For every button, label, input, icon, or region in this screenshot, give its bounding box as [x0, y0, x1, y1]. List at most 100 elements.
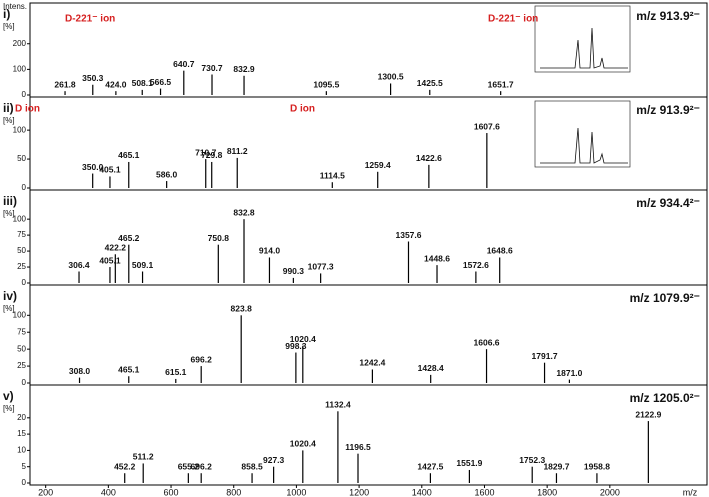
peak-label: 508.1	[132, 78, 154, 88]
x-tick-label: 2000	[600, 487, 620, 497]
peak-label: 823.8	[231, 304, 253, 314]
peak-label: 422.2	[105, 243, 127, 253]
panel-frame	[29, 384, 708, 486]
y-tick-label: 0	[22, 478, 27, 487]
peak-label: 261.8	[54, 79, 76, 89]
peak-label: 710.7	[195, 147, 217, 157]
y-tick-label: 100	[13, 64, 27, 73]
peak-label: 1572.6	[463, 260, 489, 270]
y-tick-label: 25	[17, 262, 26, 271]
y-tick-label: 10	[17, 446, 26, 455]
x-tick-label: 1800	[537, 487, 557, 497]
panel-title: m/z 913.9²⁻	[636, 103, 700, 117]
peak-label: 465.1	[118, 364, 140, 374]
peak-label: 696.2	[191, 461, 213, 471]
peak-label: 1242.4	[359, 358, 385, 368]
annotation: D ion	[290, 104, 315, 115]
y-tick-label: 50	[17, 154, 26, 163]
peak-label: 615.1	[165, 367, 187, 377]
peak-label: 465.1	[118, 150, 140, 160]
peak-label: 750.8	[208, 233, 230, 243]
peak-label: 1427.5	[417, 461, 443, 471]
peak-label: 452.2	[114, 461, 136, 471]
x-tick-label: 1000	[286, 487, 306, 497]
peak-label: 1448.6	[424, 253, 450, 263]
y-tick-label: 0	[22, 90, 27, 99]
panel-label: iii)	[3, 194, 17, 208]
annotation: D ion	[15, 104, 40, 115]
peak-label: 1791.7	[532, 351, 558, 361]
y-tick-label: 50	[17, 344, 26, 353]
peak-label: 586.0	[156, 169, 178, 179]
peak-label: 405.1	[99, 255, 121, 265]
peak-label: 811.2	[227, 146, 248, 156]
peak-label: 1428.4	[418, 363, 444, 373]
peak-label: 465.2	[118, 233, 140, 243]
peak-label: 655.2	[178, 461, 200, 471]
peak-label: 730.7	[201, 63, 223, 73]
y-label: [%]	[3, 116, 15, 125]
y-tick-label: 5	[22, 462, 27, 471]
peak-label: 1551.9	[456, 458, 482, 468]
peak-label: 566.5	[150, 77, 172, 87]
peak-label: 1132.4	[325, 400, 351, 410]
panel-label: iv)	[3, 289, 17, 303]
y-tick-label: 50	[17, 246, 26, 255]
panel-title: m/z 913.9²⁻	[636, 9, 700, 23]
peak-label: 858.5	[241, 461, 263, 471]
x-tick-label: 200	[38, 487, 53, 497]
y-tick-label: 100	[13, 214, 27, 223]
peak-label: 1958.8	[584, 461, 610, 471]
x-tick-label: 600	[164, 487, 179, 497]
y-tick-label: 0	[22, 278, 27, 287]
peak-label: 832.8	[233, 207, 255, 217]
panel-title: m/z 1079.9²⁻	[630, 291, 700, 305]
peak-label: 424.0	[105, 79, 127, 89]
y-tick-label: 0	[22, 183, 27, 192]
y-label: [%]	[3, 304, 15, 313]
peak-label: 308.0	[69, 366, 91, 376]
peak-label: 1020.4	[290, 334, 316, 344]
peak-label: 1422.6	[416, 153, 442, 163]
peak-label: 511.2	[133, 452, 154, 462]
peak-label: 1606.6	[474, 337, 500, 347]
peak-label: 1077.3	[308, 262, 334, 272]
y-tick-label: 20	[17, 413, 26, 422]
peak-label: 729.8	[201, 150, 223, 160]
y-tick-label: 100	[13, 310, 27, 319]
y-tick-label: 25	[17, 361, 26, 370]
y-tick-label: 15	[17, 429, 26, 438]
peak-label: 832.9	[233, 64, 255, 74]
x-tick-label: 1400	[412, 487, 432, 497]
peak-label: 1871.0	[556, 368, 582, 378]
y-label: [%]	[3, 209, 15, 218]
panel-title: m/z 934.4²⁻	[636, 196, 700, 210]
y-tick-label: 75	[17, 327, 26, 336]
peak-label: 350.0	[82, 162, 104, 172]
peak-label: 1829.7	[543, 461, 569, 471]
annotation: D-221⁻ ion	[65, 14, 115, 25]
panel-label: ii)	[3, 101, 14, 115]
peak-label: 1020.4	[290, 439, 316, 449]
y-tick-label: 200	[13, 39, 27, 48]
peak-label: 2122.9	[635, 409, 661, 419]
y-label: [%]	[3, 22, 15, 31]
peak-label: 1114.5	[320, 170, 345, 180]
peak-label: 927.3	[263, 455, 285, 465]
peak-label: 1095.5	[313, 79, 339, 89]
x-tick-label: 1200	[349, 487, 369, 497]
peak-label: 306.4	[68, 260, 90, 270]
peak-label: 509.1	[132, 260, 154, 270]
y-tick-label: 75	[17, 230, 26, 239]
x-tick-label: 800	[226, 487, 241, 497]
peak-label: 696.2	[191, 354, 213, 364]
peak-label: 998.3	[285, 341, 307, 351]
peak-label: 405.1	[99, 165, 121, 175]
peak-label: 350.3	[82, 73, 104, 83]
peak-label: 1196.5	[345, 442, 371, 452]
peak-label: 1607.6	[474, 121, 500, 131]
peak-label: 914.0	[259, 246, 281, 256]
y-tick-label: 0	[22, 378, 27, 387]
inset	[534, 5, 631, 168]
peak-label: 1425.5	[417, 78, 443, 88]
